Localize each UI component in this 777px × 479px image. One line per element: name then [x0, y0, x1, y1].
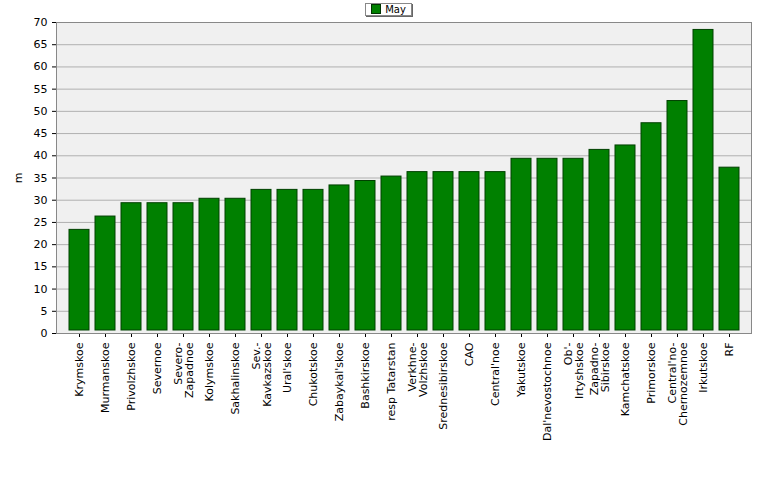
svg-text:Zabaykal'skoe: Zabaykal'skoe — [333, 342, 346, 421]
svg-text:Sakhalinskoe: Sakhalinskoe — [229, 342, 242, 414]
svg-text:Central'noe: Central'noe — [489, 342, 502, 406]
svg-text:35: 35 — [34, 172, 48, 185]
svg-text:Severnoe: Severnoe — [151, 342, 164, 394]
svg-text:Dal'nevostochnoe: Dal'nevostochnoe — [541, 342, 554, 441]
svg-text:CAO: CAO — [463, 342, 476, 366]
svg-text:30: 30 — [34, 194, 48, 207]
svg-text:10: 10 — [34, 283, 48, 296]
svg-text:Severo-Zapadnoe: Severo-Zapadnoe — [172, 342, 196, 398]
svg-text:Ob'-Irtyshskoe: Ob'-Irtyshskoe — [562, 342, 586, 399]
svg-text:5: 5 — [41, 305, 48, 318]
svg-text:Chukotskoe: Chukotskoe — [307, 342, 320, 406]
svg-text:Sev.-Kavkazskoe: Sev.-Kavkazskoe — [250, 342, 274, 406]
svg-text:25: 25 — [34, 216, 48, 229]
html-text:May: May — [385, 3, 406, 15]
svg-text:20: 20 — [34, 238, 48, 251]
svg-text:Kolymskoe: Kolymskoe — [203, 342, 216, 401]
svg-text:45: 45 — [34, 127, 48, 140]
svg-text:15: 15 — [34, 260, 48, 273]
svg-text:RF: RF — [723, 343, 736, 357]
svg-text:0: 0 — [41, 327, 48, 340]
svg-text:Krymskoe: Krymskoe — [73, 342, 86, 396]
svg-text:Central'no-Chernozemnoe: Central'no-Chernozemnoe — [666, 342, 690, 425]
svg-text:Ural'skoe: Ural'skoe — [281, 342, 294, 393]
svg-text:m: m — [12, 173, 25, 184]
svg-text:Primorskoe: Primorskoe — [645, 342, 658, 403]
svg-text:50: 50 — [34, 105, 48, 118]
svg-text:Murmanskoe: Murmanskoe — [99, 342, 112, 413]
svg-text:70: 70 — [34, 18, 48, 29]
svg-text:Srednesibirskoe: Srednesibirskoe — [437, 342, 450, 430]
svg-text:resp Tatarstan: resp Tatarstan — [385, 342, 398, 420]
svg-text:Verkhne-Volzhskoe: Verkhne-Volzhskoe — [406, 342, 430, 397]
svg-text:60: 60 — [34, 60, 48, 73]
svg-text:55: 55 — [34, 83, 48, 96]
svg-text:65: 65 — [34, 38, 48, 51]
svg-text:Zapadno-Sibirskoe: Zapadno-Sibirskoe — [588, 342, 612, 395]
svg-text:40: 40 — [34, 149, 48, 162]
svg-text:Kamchatskoe: Kamchatskoe — [619, 342, 632, 416]
svg-text:Irkutskoe: Irkutskoe — [697, 342, 710, 393]
svg-text:Bashkirskoe: Bashkirskoe — [359, 342, 372, 408]
svg-text:Privolzhskoe: Privolzhskoe — [125, 342, 138, 410]
svg-text:Yakutskoe: Yakutskoe — [515, 342, 528, 398]
